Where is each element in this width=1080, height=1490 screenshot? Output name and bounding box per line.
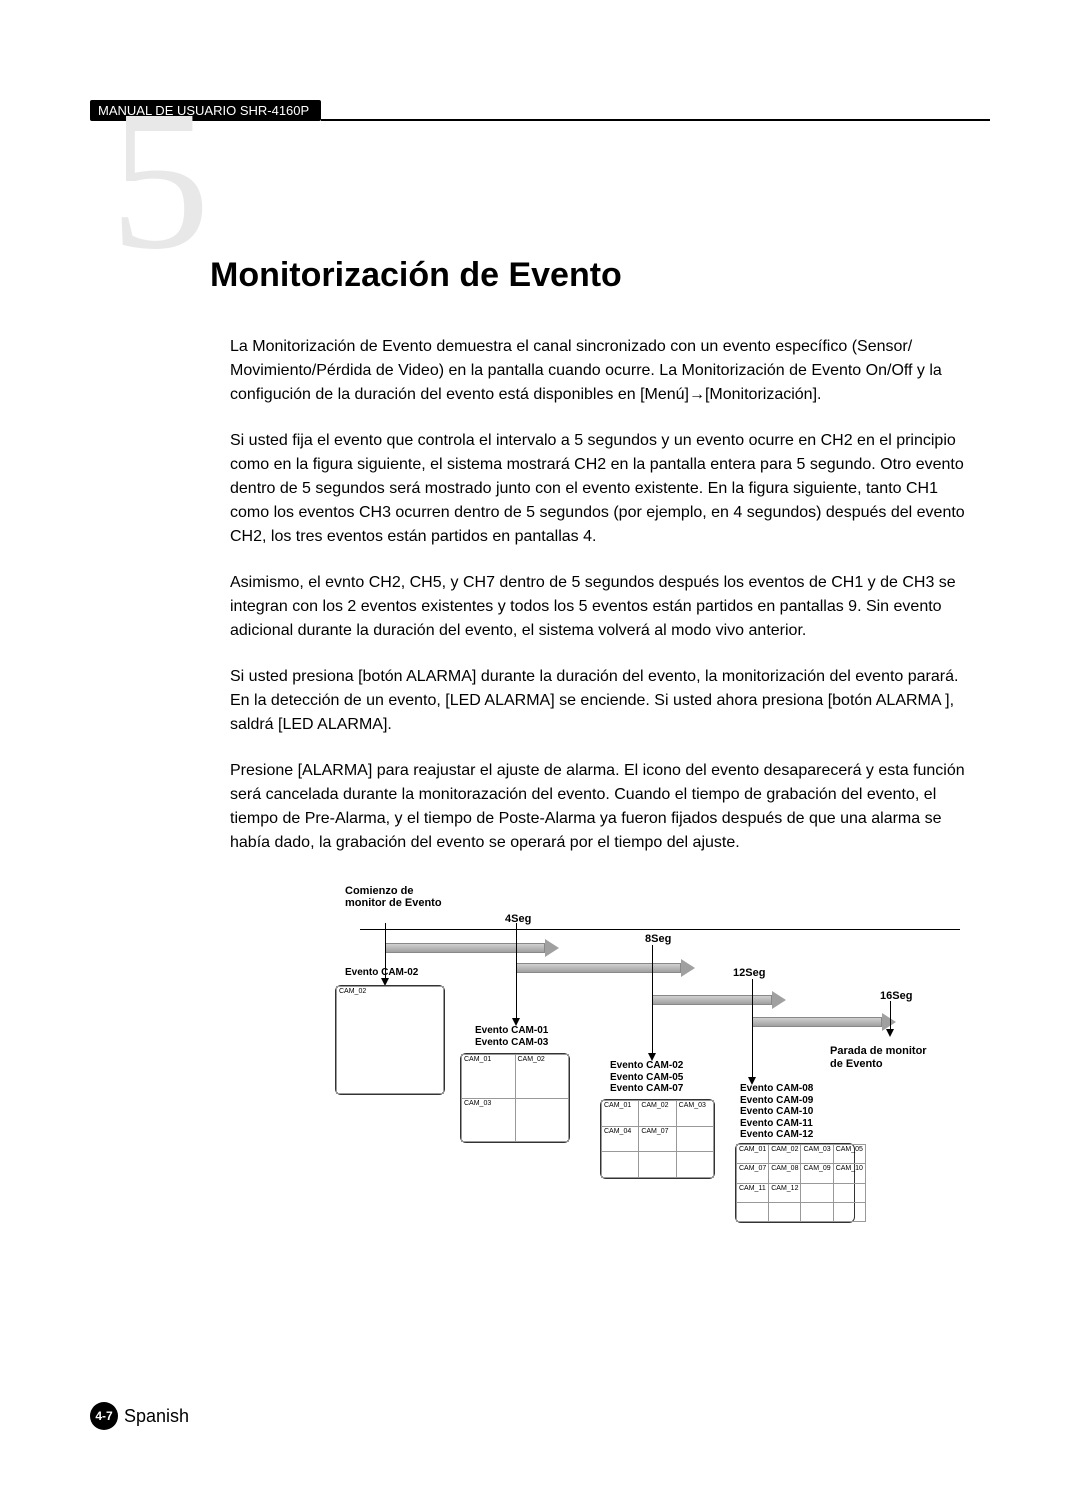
screen-box-3: CAM_01CAM_02CAM_03 CAM_04CAM_07 (600, 1099, 715, 1179)
timeline-axis (360, 929, 960, 930)
cell: CAM_02 (769, 1145, 801, 1164)
cell: CAM_02 (515, 1055, 569, 1099)
screen-box-4: CAM_01CAM_02CAM_03CAM_05 CAM_07CAM_08CAM… (735, 1143, 855, 1223)
cell: CAM_03 (801, 1145, 833, 1164)
cell: CAM_01 (737, 1145, 769, 1164)
paragraph-4: Si usted presiona [botón ALARMA] durante… (230, 665, 980, 737)
cell: CAM_07 (639, 1126, 676, 1152)
paragraph-3: Asimismo, el evnto CH2, CH5, y CH7 dentr… (230, 571, 980, 643)
arrow-2 (516, 959, 695, 977)
cell: CAM_12 (769, 1183, 801, 1202)
drop-4 (752, 979, 753, 1079)
cell (833, 1183, 865, 1202)
cell (769, 1202, 801, 1221)
chapter-title: Monitorización de Evento (110, 161, 990, 295)
cell: CAM_01 (462, 1055, 516, 1099)
cell (801, 1183, 833, 1202)
paragraph-5: Presione [ALARMA] para reajustar el ajus… (230, 759, 980, 855)
cell: CAM_01 (602, 1101, 639, 1127)
arrow-4 (752, 1013, 896, 1031)
label-stop: Parada de monitor de Evento (830, 1045, 927, 1070)
page-number: 4-7 (90, 1402, 118, 1430)
cell (515, 1098, 569, 1142)
paragraph-1: La Monitorización de Evento demuestra el… (230, 335, 980, 407)
chapter-heading: 5 Monitorización de Evento (110, 161, 990, 295)
header-rule (321, 119, 990, 121)
cell (602, 1152, 639, 1178)
cell (676, 1126, 713, 1152)
label-16seg: 16Seg (880, 990, 912, 1002)
cell: CAM_02 (639, 1101, 676, 1127)
label-start: Comienzo de monitor de Evento (345, 885, 442, 909)
cell: CAM_05 (833, 1145, 865, 1164)
paragraph-2: Si usted fija el evento que controla el … (230, 429, 980, 549)
cell: CAM_11 (737, 1183, 769, 1202)
page-footer: 4-7 Spanish (90, 1402, 189, 1430)
ev-cam08-12: Evento CAM-08 Evento CAM-09 Evento CAM-1… (740, 1083, 813, 1141)
body-text: La Monitorización de Evento demuestra el… (230, 335, 980, 855)
screen-box-2: CAM_01CAM_02 CAM_03 (460, 1053, 570, 1143)
cell (639, 1152, 676, 1178)
drop-5 (890, 1001, 891, 1031)
cell: CAM_03 (462, 1098, 516, 1142)
cell: CAM_03 (676, 1101, 713, 1127)
cell (801, 1202, 833, 1221)
cell: CAM_10 (833, 1164, 865, 1183)
ev-cam01-03: Evento CAM-01 Evento CAM-03 (475, 1025, 548, 1048)
cell: CAM_02 (337, 987, 444, 1094)
ev-cam02: Evento CAM-02 (345, 967, 418, 979)
cell (833, 1202, 865, 1221)
label-8seg: 8Seg (645, 933, 671, 945)
header-bar: MANUAL DE USUARIO SHR-4160P (90, 100, 990, 121)
cell: CAM_07 (737, 1164, 769, 1183)
cell (676, 1152, 713, 1178)
drop-2 (516, 930, 517, 1020)
cell: CAM_08 (769, 1164, 801, 1183)
arrow-1 (385, 939, 559, 957)
screen-box-1: CAM_02 (335, 985, 445, 1095)
drop-arrow-5 (886, 1029, 894, 1037)
cell: CAM_09 (801, 1164, 833, 1183)
cell (737, 1202, 769, 1221)
page: MANUAL DE USUARIO SHR-4160P 5 Monitoriza… (0, 0, 1080, 1490)
drop-3 (652, 945, 653, 1055)
label-12seg: 12Seg (733, 967, 765, 979)
arrow-3 (652, 991, 786, 1009)
cell: CAM_04 (602, 1126, 639, 1152)
ev-cam02-05-07: Evento CAM-02 Evento CAM-05 Evento CAM-0… (610, 1060, 683, 1095)
label-4seg: 4Seg (505, 913, 531, 925)
timing-diagram: Comienzo de monitor de Evento 4Seg 8Seg … (230, 885, 1000, 1245)
footer-language: Spanish (124, 1406, 189, 1427)
